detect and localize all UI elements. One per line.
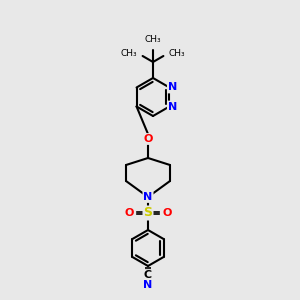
Text: N: N [143, 192, 153, 202]
Text: CH₃: CH₃ [121, 49, 137, 58]
Text: C: C [144, 270, 152, 280]
Text: CH₃: CH₃ [145, 35, 161, 44]
Text: S: S [143, 206, 152, 220]
Text: CH₃: CH₃ [169, 49, 185, 58]
Text: O: O [162, 208, 172, 218]
Text: N: N [143, 280, 153, 290]
Text: N: N [168, 82, 177, 92]
Text: O: O [143, 134, 153, 144]
Text: O: O [124, 208, 134, 218]
Text: N: N [168, 101, 177, 112]
